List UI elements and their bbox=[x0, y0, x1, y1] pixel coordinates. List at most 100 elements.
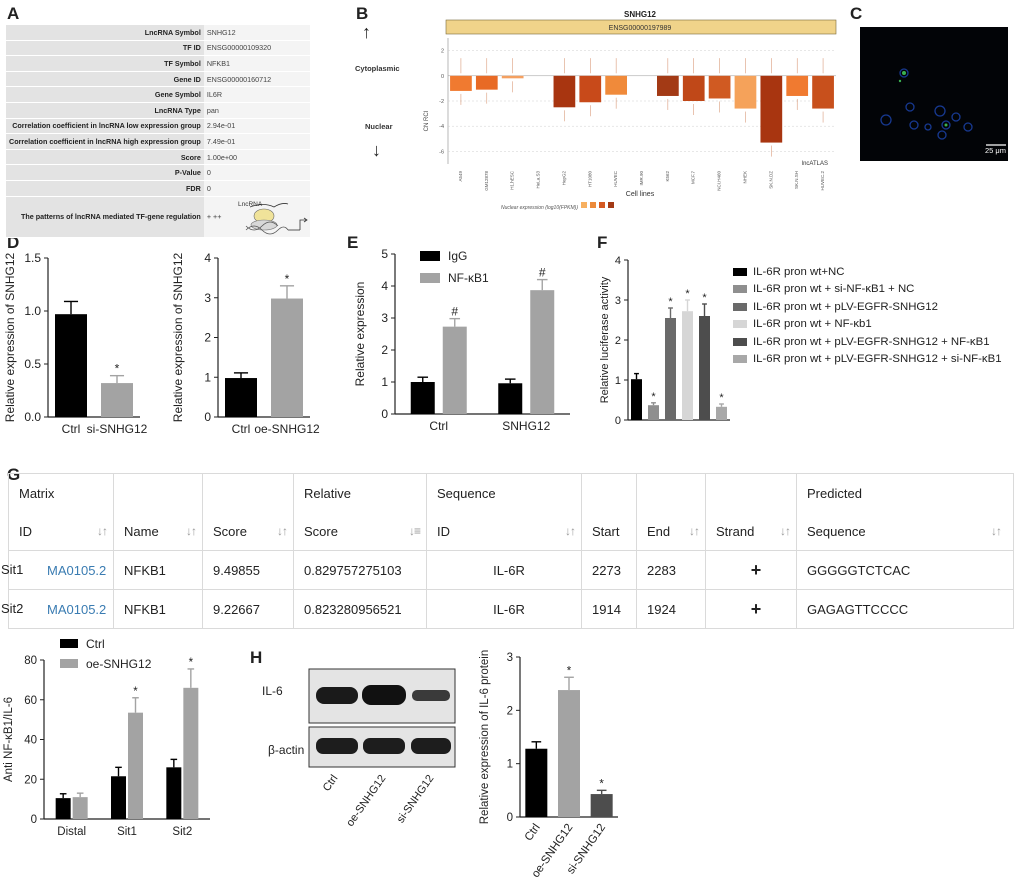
legend-swatch bbox=[608, 202, 614, 208]
fluorescence-image: 25 μm bbox=[860, 27, 1008, 161]
bar bbox=[498, 383, 523, 414]
legend-swatch bbox=[581, 202, 587, 208]
table-header-row: ID ↓↑ Name ↓↑ Score ↓↑ Score ↓≡ ID ↓↑ Start E… bbox=[8, 512, 1014, 551]
rci-legend-title: Nuclear expression (log10(FPKM)) bbox=[501, 205, 578, 211]
table-row: Gene Symbol IL6R bbox=[6, 86, 310, 103]
y-tick-label: 1.5 bbox=[24, 251, 41, 265]
x-tick-label: Ctrl bbox=[429, 419, 448, 433]
bar bbox=[225, 378, 257, 417]
x-tick-label: oe-SNHG12 bbox=[254, 422, 320, 436]
header-label: Sequence bbox=[807, 523, 866, 539]
rci-bar bbox=[760, 75, 783, 143]
table-row: P-Value 0 bbox=[6, 164, 310, 181]
x-tick-label: Distal bbox=[57, 826, 86, 838]
y-tick-label: 80 bbox=[24, 655, 37, 667]
table-row: TF Symbol NFKB1 bbox=[6, 55, 310, 72]
header-label: End bbox=[647, 523, 671, 539]
legend-swatch bbox=[733, 320, 747, 329]
bar bbox=[530, 290, 555, 414]
x-tick-label: SNHG12 bbox=[502, 419, 550, 433]
legend-swatch bbox=[733, 337, 747, 346]
significance-marker: * bbox=[189, 657, 194, 669]
row-key: TF Symbol bbox=[6, 55, 204, 72]
cells-illustration: 25 μm bbox=[880, 68, 1006, 155]
up-arrow: ↑ bbox=[362, 22, 371, 42]
bar bbox=[166, 767, 182, 819]
panel-label-a: A bbox=[7, 4, 20, 23]
sort-icon[interactable]: ↓↑ bbox=[689, 523, 700, 538]
legend-swatch bbox=[733, 302, 747, 311]
western-blot: Ctrl oe-SNHG12 si-SNHG12 bbox=[308, 668, 456, 829]
sortable-header-predicted-sequence[interactable]: Sequence ↓↑ bbox=[796, 512, 1014, 551]
sortable-header-id[interactable]: ID ↓↑ bbox=[8, 512, 114, 551]
sort-icon[interactable]: ↓↑ bbox=[97, 523, 108, 538]
row-value: pan bbox=[203, 102, 310, 119]
rci-cell-line-label: SK.N.DZ bbox=[768, 171, 773, 189]
significance-marker: * bbox=[719, 392, 724, 404]
header-label: ID bbox=[437, 523, 450, 539]
rci-tick-label: -2 bbox=[439, 99, 444, 105]
matrix-id-link[interactable]: MA0105.2 bbox=[47, 601, 107, 617]
row-value: ENSG00000109320 bbox=[203, 40, 310, 57]
sort-icon[interactable]: ↓↑ bbox=[186, 523, 197, 538]
gene-id-label: ENSG00000197989 bbox=[609, 25, 672, 32]
legend-item: IL-6R pron wt + pLV-EGFR-SNHG12 bbox=[733, 298, 1018, 316]
legend-swatch bbox=[60, 639, 78, 648]
blot-lane-label: Ctrl bbox=[321, 773, 341, 794]
sortable-header-relative-score[interactable]: Score ↓≡ bbox=[293, 512, 427, 551]
sort-icon[interactable]: ↓↑ bbox=[565, 523, 576, 538]
sortable-header-strand[interactable]: Strand ↓↑ bbox=[705, 512, 797, 551]
blot-band bbox=[362, 685, 406, 705]
rci-bar bbox=[708, 75, 731, 99]
rci-cell-line-label: MCF.7 bbox=[691, 171, 696, 184]
rci-bar bbox=[579, 75, 602, 103]
sortable-header-score[interactable]: Score ↓↑ bbox=[202, 512, 294, 551]
rci-chart: SNHG12 ENSG00000197989 2 0 -2 -4 -6 A549 GM128… bbox=[424, 10, 837, 211]
table-header-row: Matrix Relative Sequence Predicted bbox=[8, 473, 1014, 512]
sortable-header-name[interactable]: Name ↓↑ bbox=[113, 512, 203, 551]
header-label: Start bbox=[592, 523, 620, 539]
y-tick-label: 0 bbox=[204, 410, 211, 424]
table-row: Sit2 MA0105.2 NFKB1 9.22667 0.82328095652… bbox=[1, 589, 1014, 629]
bar bbox=[111, 776, 126, 819]
legend-label: NF-κB1 bbox=[448, 271, 489, 285]
legend-item: IL-6R pron wt + pLV-EGFR-SNHG12 + NF-κB1 bbox=[733, 333, 1018, 351]
header-start: Start bbox=[581, 512, 637, 551]
panel-label-e: E bbox=[347, 233, 359, 252]
sort-desc-icon[interactable]: ↓≡ bbox=[408, 523, 421, 538]
y-axis-label: Relative expression of SNHG12 bbox=[171, 252, 185, 422]
chart-d-left: 0.0 0.5 1.0 1.5 Relative expression of SNHG1… bbox=[3, 251, 148, 436]
y-tick-label: 4 bbox=[204, 251, 211, 265]
bar bbox=[682, 311, 693, 420]
row-value: IL6R bbox=[203, 86, 310, 103]
sortable-header-sequence-id[interactable]: ID ↓↑ bbox=[426, 512, 582, 551]
legend-swatch bbox=[590, 202, 596, 208]
rci-ylabel: CN RCI bbox=[424, 110, 430, 131]
bar bbox=[128, 712, 143, 819]
row-value: NFKB1 bbox=[203, 55, 310, 72]
lncrna-regulation-diagram: LncRNA bbox=[238, 201, 308, 234]
matrix-id-link[interactable]: MA0105.2 bbox=[47, 562, 107, 578]
legend-item: IL-6R pron wt + NF-κb1 bbox=[733, 316, 1018, 334]
table-row: LncRNA Symbol SNHG12 bbox=[6, 25, 310, 41]
rci-cell-line-label: H1.hESC bbox=[510, 170, 515, 190]
y-tick-label: 0 bbox=[31, 814, 37, 826]
rci-plot-area: 2 0 -2 -4 -6 A549 GM12878 H1.hESC HeLa.S3 HepG2 HT… bbox=[439, 38, 836, 191]
rci-bar bbox=[786, 75, 809, 96]
name-cell: NFKB1 bbox=[113, 589, 203, 629]
sort-icon[interactable]: ↓↑ bbox=[991, 523, 1002, 538]
y-tick-label: 20 bbox=[24, 774, 37, 786]
row-value: 0 bbox=[203, 180, 310, 197]
sort-icon[interactable]: ↓↑ bbox=[780, 523, 791, 538]
bar bbox=[410, 382, 435, 414]
bar bbox=[631, 379, 642, 420]
rci-bar bbox=[475, 75, 498, 90]
row-key: Gene ID bbox=[6, 71, 204, 88]
sort-icon[interactable]: ↓↑ bbox=[277, 523, 288, 538]
rci-tick-label: 0 bbox=[441, 74, 444, 80]
down-arrow: ↓ bbox=[372, 140, 381, 160]
rci-cell-line-label: HUVEC bbox=[613, 170, 618, 187]
blot-band bbox=[411, 738, 451, 754]
y-tick-label: 4 bbox=[381, 279, 388, 293]
header-label: Score bbox=[213, 523, 247, 539]
